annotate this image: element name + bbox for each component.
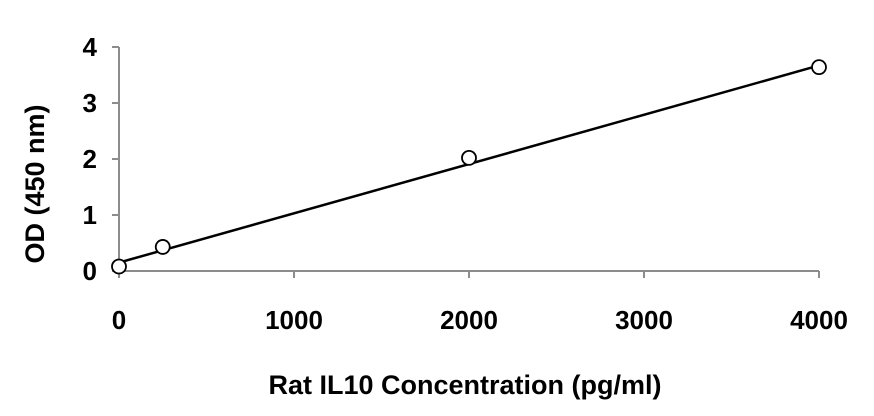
y-axis-title: OD (450 nm) (20, 104, 50, 263)
y-tick-label: 0 (83, 256, 97, 286)
x-tick-label: 0 (112, 305, 126, 335)
x-axis-title: Rat IL10 Concentration (pg/ml) (268, 370, 661, 400)
data-point (461, 149, 477, 166)
x-tick-label: 4000 (790, 305, 848, 335)
y-tick-label: 4 (83, 32, 98, 62)
x-tick-label: 1000 (265, 305, 323, 335)
x-tick-label: 3000 (615, 305, 673, 335)
data-point (111, 258, 127, 275)
y-tick-label: 1 (83, 200, 97, 230)
y-tick-label: 2 (83, 144, 97, 174)
y-tick-label: 3 (83, 88, 97, 118)
x-tick-label: 2000 (440, 305, 498, 335)
data-point (811, 59, 827, 76)
data-points (111, 59, 827, 275)
axis-tick-labels: 0 1 2 3 4 0 1000 2000 3000 4000 (83, 32, 848, 335)
data-point (154, 239, 171, 255)
